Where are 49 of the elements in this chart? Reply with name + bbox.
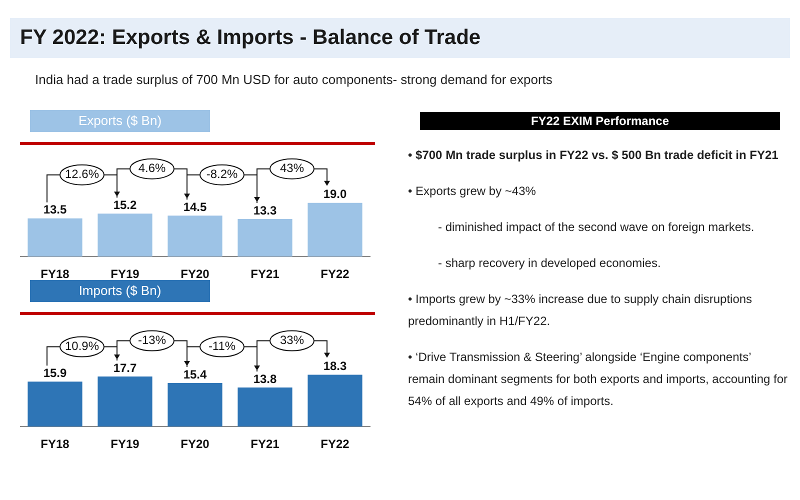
text: 10.9% <box>64 339 100 354</box>
text: - sharp recovery in developed economies. <box>437 255 662 272</box>
chart-title: Exports ($ Bn) <box>30 110 210 132</box>
text: -8.2% <box>206 167 238 182</box>
x-tick-label: FY19 <box>110 437 140 452</box>
data-label: 14.5 <box>183 200 207 214</box>
text: -13% <box>138 333 166 348</box>
data-label: 15.2 <box>113 198 137 212</box>
data-label: 13.8 <box>253 372 277 386</box>
x-tick-label: FY21 <box>250 437 280 452</box>
text: • ‘Drive Transmission & Steering’ alongside ‘Engine components’ remain dominant segments for both exports and imports, accounting for 54% of all exports and 49% of imports. <box>408 349 788 410</box>
text: 4.6% <box>138 161 166 176</box>
bar <box>168 216 222 257</box>
text: -11% <box>208 339 236 354</box>
bar <box>308 202 362 257</box>
x-tick-label: FY18 <box>40 267 70 282</box>
text: 33% <box>280 333 304 348</box>
text: 43% <box>280 161 304 176</box>
data-label: 15.9 <box>43 366 67 380</box>
bar <box>168 383 222 427</box>
x-tick-label: FY19 <box>110 267 140 282</box>
text: • $700 Mn trade surplus in FY22 vs. $ 500 Bn trade deficit in FY21 <box>408 147 780 164</box>
x-tick-label: FY20 <box>180 437 210 452</box>
text: FY22 EXIM Performance <box>420 112 780 130</box>
data-label: 13.5 <box>43 202 67 217</box>
text: - diminished impact of the second wave on foreign markets. <box>437 219 756 236</box>
bar <box>98 214 152 257</box>
data-label: 17.7 <box>113 360 137 375</box>
data-label: 19.0 <box>323 187 347 202</box>
x-tick-label: FY22 <box>320 437 350 452</box>
x-tick-label: FY22 <box>320 267 350 282</box>
text: 12.6% <box>64 167 100 182</box>
x-tick-label: FY21 <box>250 267 280 282</box>
bar <box>238 388 292 427</box>
chart-title: Imports ($ Bn) <box>30 280 210 302</box>
text: • Exports grew by ~43% <box>408 183 537 200</box>
bar <box>28 382 82 427</box>
bar <box>308 374 362 427</box>
bar <box>98 376 152 427</box>
bar <box>238 218 292 257</box>
text: FY 2022: Exports & Imports - Balance of Trade <box>10 18 790 58</box>
data-label: 15.4 <box>183 367 207 382</box>
data-label: 18.3 <box>323 359 347 374</box>
x-tick-label: FY20 <box>180 267 210 282</box>
bar <box>28 218 82 257</box>
text: India had a trade surplus of 700 Mn USD for auto components- strong demand for exports <box>35 72 552 87</box>
x-tick-label: FY18 <box>40 437 70 452</box>
data-label: 13.3 <box>253 203 277 218</box>
text: • Imports grew by ~33% increase due to supply chain disruptions predominantly in H1/FY22. <box>408 291 754 330</box>
